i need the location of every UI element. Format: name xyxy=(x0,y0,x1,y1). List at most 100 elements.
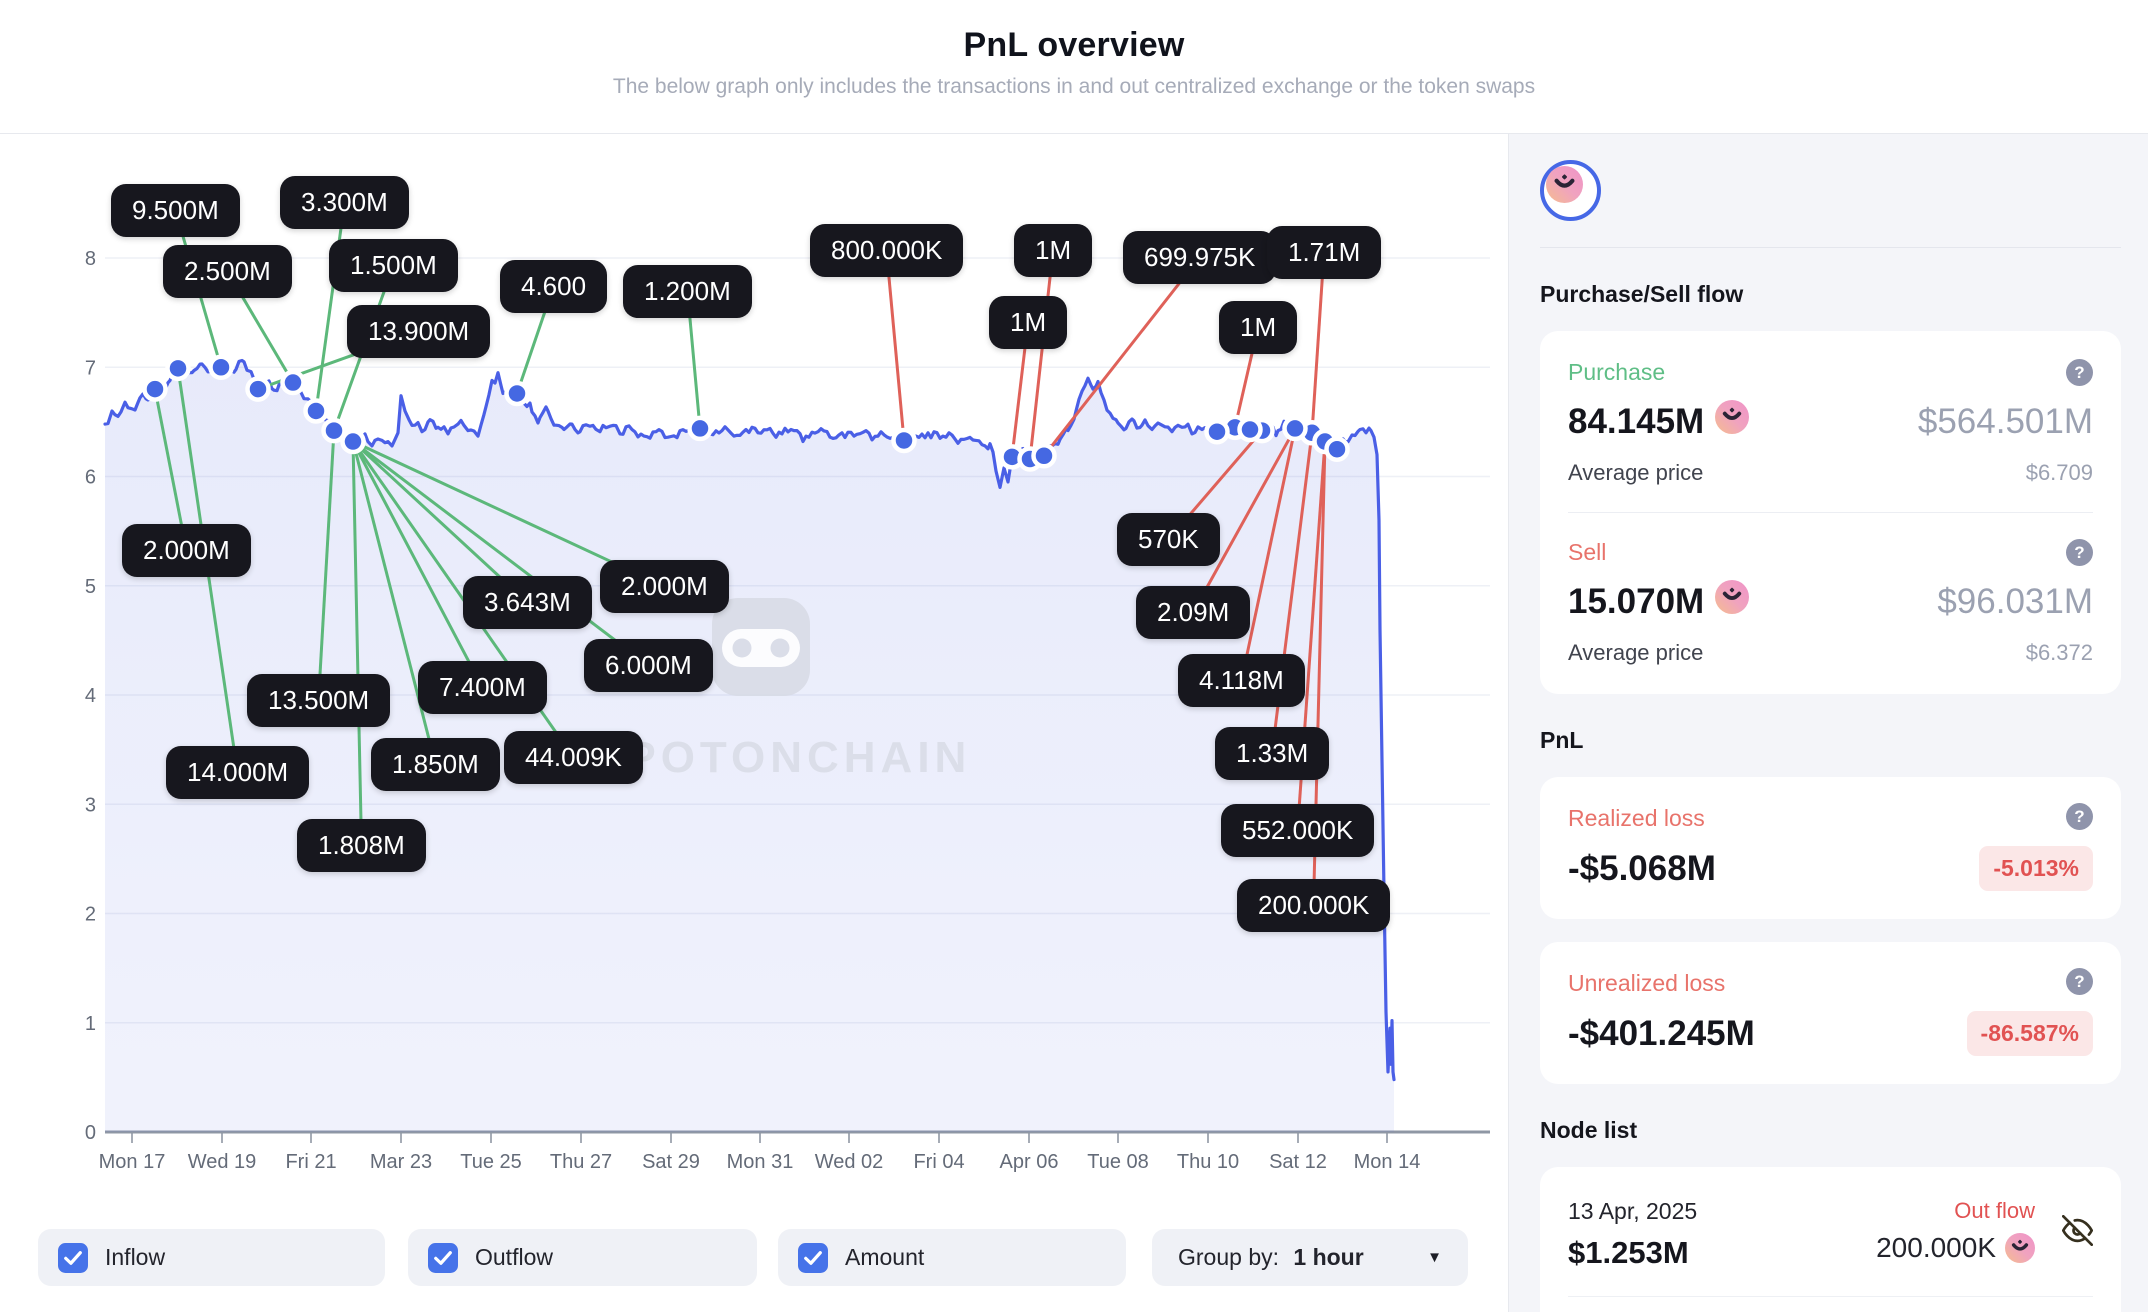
watermark: SPOTONCHAIN xyxy=(592,598,971,782)
avg-price-value: $6.372 xyxy=(2025,640,2093,665)
node-list-row[interactable]: 12 Apr, 2025 $3.512M Out flow 552.000K xyxy=(1568,1296,2093,1312)
page-subtitle: The below graph only includes the transa… xyxy=(612,75,1536,98)
checkbox-checked-icon xyxy=(58,1242,88,1273)
x-tick-label: Apr 06 xyxy=(1000,1151,1059,1173)
chart-annotation-tooltip: 800.000K xyxy=(810,224,964,277)
purchase-usd: $564.501M xyxy=(1917,401,2093,441)
node-date: 13 Apr, 2025 xyxy=(1568,1198,1698,1224)
realized-loss-label: Realized loss xyxy=(1568,805,1705,831)
checkbox-checked-icon xyxy=(798,1242,828,1273)
data-point-dot xyxy=(208,354,234,380)
chart-annotation-tooltip: 200.000K xyxy=(1237,879,1391,932)
chart-annotation-tooltip: 1M xyxy=(1219,301,1298,354)
divider xyxy=(1540,247,2121,248)
help-icon[interactable]: ? xyxy=(2066,968,2093,995)
x-tick-label: Tue 25 xyxy=(460,1151,522,1173)
token-icon xyxy=(1546,166,1583,203)
toggle-amount[interactable]: Amount xyxy=(778,1229,1126,1286)
area-fill xyxy=(105,360,1394,1132)
checkbox-checked-icon xyxy=(428,1242,458,1273)
toggle-outflow[interactable]: Outflow xyxy=(408,1229,757,1286)
realized-loss-pct-badge: -5.013% xyxy=(1979,846,2093,891)
token-icon xyxy=(1715,400,1750,434)
x-tick-label: Wed 19 xyxy=(188,1151,257,1173)
data-point-dot xyxy=(687,415,713,442)
pnl-chart-pane[interactable]: 0 1 2 3 4 5 6 7 8 Mon 17 Wed 19 Fri 21 Mar 23 Tue 25 T… xyxy=(0,0,1508,1312)
x-tick-label: Mon 14 xyxy=(1354,1151,1421,1173)
avg-price-value: $6.709 xyxy=(2025,460,2093,485)
chart-annotation-tooltip: 1.33M xyxy=(1215,727,1330,780)
chart-annotation-tooltip: 1.850M xyxy=(371,738,500,791)
data-point-dot xyxy=(1031,442,1057,469)
chart-annotation-tooltip: 2.000M xyxy=(600,560,729,613)
data-point-dot xyxy=(891,427,917,454)
data-point-dot xyxy=(165,355,191,382)
help-icon[interactable]: ? xyxy=(2066,539,2093,566)
group-by-dropdown[interactable]: Group by: 1 hour ▼ xyxy=(1152,1229,1468,1286)
eye-off-icon[interactable] xyxy=(2061,1214,2094,1247)
chart-annotation-tooltip: 1M xyxy=(1014,224,1093,277)
node-right: Out flow 200.000K xyxy=(1876,1198,2035,1271)
chart-annotation-tooltip: 14.000M xyxy=(166,746,310,799)
x-tick-label: Mar 23 xyxy=(370,1151,432,1173)
avg-price-label: Average price xyxy=(1568,460,1704,485)
sell-amount: 15.070M xyxy=(1568,580,1750,623)
y-tick-label: 4 xyxy=(85,685,96,707)
chart-annotation-tooltip: 1.500M xyxy=(329,239,458,292)
data-point-dot xyxy=(321,417,347,444)
watermark-text: SPOTONCHAIN xyxy=(592,733,971,782)
chart-annotation-tooltip: 1.200M xyxy=(623,265,752,318)
purchase-amount: 84.145M xyxy=(1568,400,1750,443)
x-tick-label: Thu 10 xyxy=(1177,1151,1239,1173)
purchase-sell-card: Purchase ? 84.145M $564.501M Average pri… xyxy=(1540,331,2121,694)
x-tick-label: Mon 31 xyxy=(727,1151,794,1173)
y-tick-label: 8 xyxy=(85,248,96,270)
x-tick-label: Tue 08 xyxy=(1087,1151,1149,1173)
x-tick-label: Wed 02 xyxy=(815,1151,884,1173)
section-title-pnl: PnL xyxy=(1540,727,1584,753)
chart-annotation-tooltip: 9.500M xyxy=(111,184,240,237)
token-icon xyxy=(1715,580,1750,614)
data-point-dot xyxy=(1237,416,1263,443)
section-title-flow: Purchase/Sell flow xyxy=(1540,281,1744,307)
x-tick-label: Sat 12 xyxy=(1269,1151,1327,1173)
data-point-dot xyxy=(1324,436,1350,462)
y-tick-label: 7 xyxy=(85,357,96,379)
realized-loss-value: -$5.068M xyxy=(1568,848,1716,888)
data-point-dot xyxy=(1282,415,1308,442)
chevron-down-icon: ▼ xyxy=(1427,1249,1442,1266)
y-tick-label: 3 xyxy=(85,794,96,816)
help-icon[interactable]: ? xyxy=(2066,359,2093,386)
sidebar-divider xyxy=(1508,134,1509,1312)
token-icon xyxy=(2005,1233,2035,1263)
sell-usd: $96.031M xyxy=(1937,581,2093,621)
chart-annotation-tooltip: 3.643M xyxy=(463,576,592,629)
sell-label: Sell xyxy=(1568,539,1607,565)
toggle-inflow[interactable]: Inflow xyxy=(38,1229,385,1286)
token-avatar[interactable] xyxy=(1540,160,1601,221)
help-icon[interactable]: ? xyxy=(2066,803,2093,830)
toggle-label: Inflow xyxy=(105,1244,166,1270)
chart-annotation-tooltip: 3.300M xyxy=(280,176,409,229)
x-tick-label: Fri 21 xyxy=(285,1151,336,1173)
avg-price-label: Average price xyxy=(1568,640,1704,665)
y-tick-label: 5 xyxy=(85,576,96,598)
toggle-label: Outflow xyxy=(475,1244,553,1270)
purchase-label: Purchase xyxy=(1568,359,1666,385)
node-usd: $1.253M xyxy=(1568,1235,1689,1270)
toggle-label: Amount xyxy=(845,1244,925,1270)
chart-annotation-tooltip: 13.500M xyxy=(247,674,391,727)
data-point-dot xyxy=(142,376,168,402)
node-list-row[interactable]: 13 Apr, 2025 $1.253M Out flow 200.000K xyxy=(1568,1173,2094,1296)
header-divider xyxy=(0,133,2148,134)
data-point-dot xyxy=(1204,418,1230,445)
chart-annotation-tooltip: 1M xyxy=(989,296,1068,349)
token-icon xyxy=(1704,580,1750,623)
y-tick-label: 0 xyxy=(85,1122,96,1144)
unrealized-loss-pct-badge: -86.587% xyxy=(1966,1011,2093,1056)
node-left: 13 Apr, 2025 $1.253M xyxy=(1568,1198,1697,1271)
unrealized-loss-label: Unrealized loss xyxy=(1568,970,1726,996)
pnl-chart[interactable]: 0 1 2 3 4 5 6 7 8 Mon 17 Wed 19 Fri 21 Mar 23 Tue 25 T… xyxy=(0,0,1508,1312)
data-point-dot xyxy=(504,380,530,407)
